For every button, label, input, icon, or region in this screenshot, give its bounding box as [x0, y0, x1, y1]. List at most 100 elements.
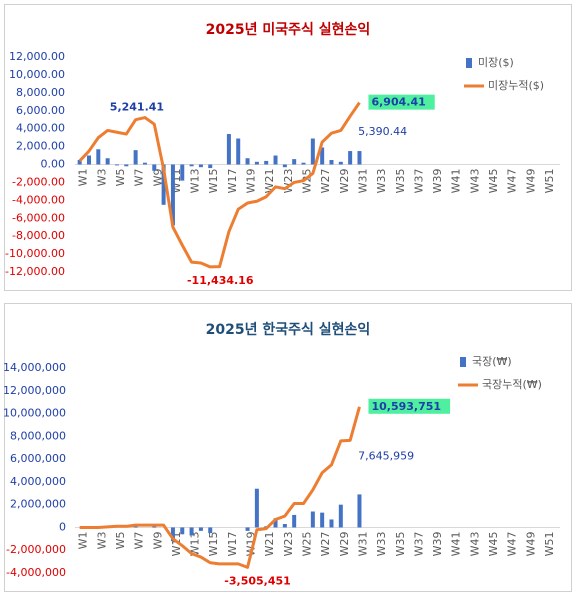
- x-tick-label: W7: [133, 168, 146, 186]
- x-tick-label: W47: [506, 531, 519, 556]
- bar: [310, 511, 315, 528]
- data-label: 10,593,751: [371, 400, 441, 413]
- y-tick-label: -4,000,000: [6, 566, 66, 579]
- bar: [282, 164, 287, 168]
- x-tick-label: W51: [543, 169, 556, 194]
- y-tick-label: 6,000.00: [16, 104, 65, 117]
- x-tick-label: W37: [412, 531, 425, 556]
- y-tick-label: 0: [59, 520, 66, 533]
- x-tick-label: W41: [450, 531, 463, 556]
- bar: [320, 512, 325, 528]
- x-tick-label: W49: [524, 169, 537, 194]
- x-tick-label: W33: [375, 169, 388, 194]
- chart-title: 2025년 한국주식 실현손익: [206, 321, 371, 338]
- bar: [208, 527, 213, 534]
- y-tick-label: 4,000.00: [16, 122, 65, 135]
- panel: [4, 4, 572, 291]
- bar: [161, 164, 166, 205]
- x-tick-label: W9: [151, 531, 164, 549]
- chart-title: 2025년 미국주식 실현손익: [206, 21, 371, 38]
- bar: [273, 155, 278, 165]
- bar: [254, 161, 259, 165]
- data-label: 6,904.41: [371, 96, 425, 109]
- bar: [170, 164, 175, 226]
- y-tick-label: -2,000,000: [6, 543, 66, 556]
- bar: [142, 162, 147, 165]
- x-tick-label: W15: [207, 169, 220, 194]
- bar: [170, 527, 175, 542]
- x-tick-label: W23: [282, 531, 295, 556]
- data-label: -11,434.16: [187, 274, 254, 287]
- y-tick-label: 12,000,000: [3, 384, 66, 397]
- bar: [329, 519, 334, 528]
- y-tick-label: -8,000.00: [12, 229, 65, 242]
- x-tick-label: W25: [301, 531, 314, 556]
- x-tick-label: W1: [77, 169, 90, 187]
- x-tick-label: W35: [394, 169, 407, 194]
- x-tick-label: W27: [319, 169, 332, 194]
- legend-swatch: [460, 357, 466, 367]
- bar: [189, 527, 194, 536]
- bar: [273, 518, 278, 528]
- bar: [180, 527, 185, 535]
- bar: [310, 138, 315, 165]
- bar: [292, 159, 297, 165]
- bar: [338, 504, 343, 528]
- bar: [208, 164, 213, 169]
- bar: [357, 494, 362, 528]
- bar: [320, 147, 325, 165]
- bar: [226, 134, 231, 165]
- x-tick-label: W43: [468, 169, 481, 194]
- bar: [348, 151, 353, 165]
- y-tick-label: 6,000,000: [10, 452, 66, 465]
- x-tick-label: W3: [95, 168, 108, 186]
- bar: [86, 155, 91, 165]
- x-tick-label: W19: [245, 169, 258, 194]
- y-tick-label: 0.00: [41, 158, 66, 171]
- line: [79, 406, 361, 569]
- bar: [329, 160, 334, 165]
- y-tick-label: 8,000.00: [16, 86, 65, 99]
- x-tick-label: W45: [487, 531, 500, 556]
- x-tick-label: W17: [226, 169, 239, 194]
- bar: [124, 164, 129, 167]
- bar: [133, 526, 138, 528]
- data-label: -3,505,451: [224, 574, 291, 587]
- data-label: 5,241.41: [110, 101, 164, 114]
- x-tick-label: W13: [189, 169, 202, 194]
- x-tick-label: W13: [189, 531, 202, 556]
- bar: [338, 161, 343, 165]
- x-tick-label: W33: [375, 531, 388, 556]
- bar: [114, 164, 119, 166]
- bar: [152, 164, 157, 171]
- x-tick-label: W5: [114, 168, 127, 186]
- bar: [133, 150, 138, 165]
- x-tick-label: W5: [114, 531, 127, 549]
- x-tick-label: W17: [226, 531, 239, 556]
- x-tick-label: W29: [338, 169, 351, 194]
- x-tick-label: W31: [356, 531, 369, 556]
- legend-swatch: [466, 58, 472, 68]
- y-tick-label: 2,000,000: [10, 498, 66, 511]
- bar: [180, 164, 185, 181]
- bar: [282, 524, 287, 528]
- y-tick-label: 2,000.00: [16, 140, 65, 153]
- bar: [264, 160, 269, 165]
- x-tick-label: W21: [263, 531, 276, 556]
- legend-label: 미장($): [478, 56, 514, 69]
- bar: [245, 527, 250, 531]
- y-tick-label: -6,000.00: [12, 211, 65, 224]
- bar: [357, 151, 362, 165]
- y-tick-label: -10,000.00: [5, 247, 65, 260]
- bar: [105, 158, 110, 165]
- y-tick-label: 14,000,000: [3, 361, 66, 374]
- label-highlight: [368, 94, 435, 110]
- x-tick-label: W39: [431, 531, 444, 556]
- bar: [198, 164, 203, 168]
- bar: [301, 162, 306, 165]
- x-tick-label: W21: [263, 169, 276, 194]
- panel: [4, 303, 572, 592]
- x-tick-label: W47: [506, 169, 519, 194]
